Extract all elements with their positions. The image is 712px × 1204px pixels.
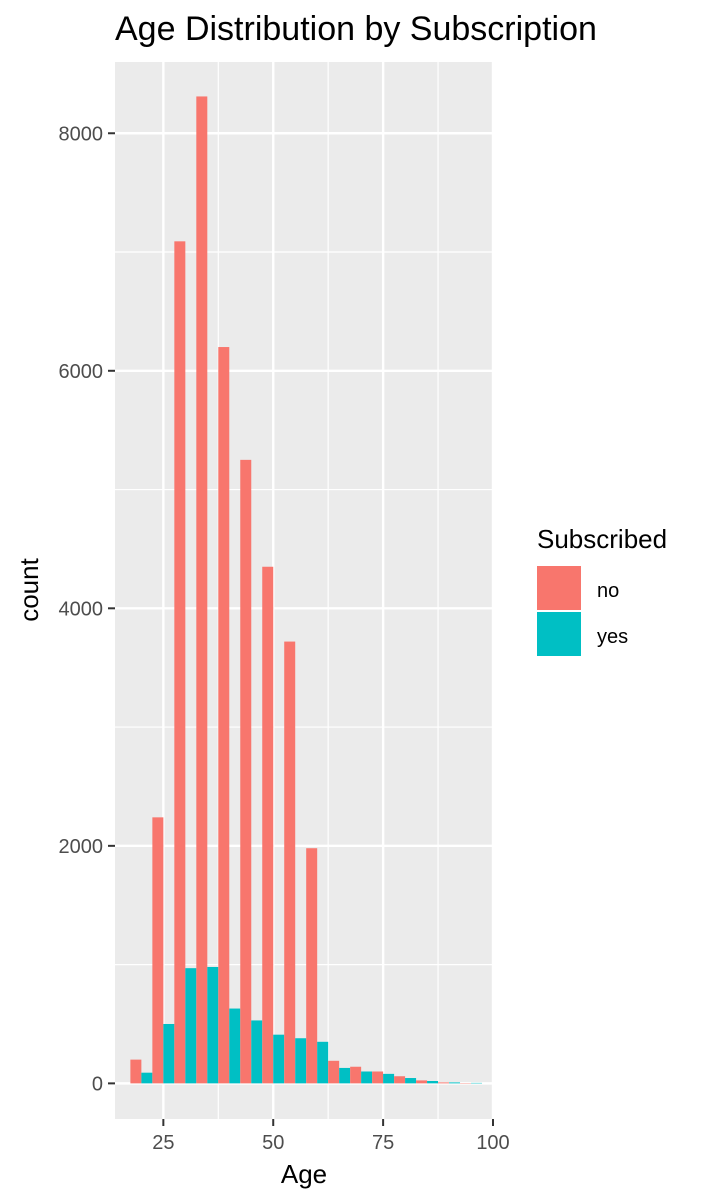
bar-no-age-70 (350, 1066, 362, 1084)
bar-yes-age-45 (251, 1020, 263, 1084)
bar-no-age-85 (416, 1080, 428, 1084)
y-axis: 0 2000 4000 6000 8000 (59, 123, 115, 1095)
bar-yes-age-90 (449, 1082, 461, 1084)
bar-yes-age-25 (163, 1023, 175, 1084)
x-tick-label: 75 (372, 1132, 394, 1154)
bar-yes-age-20 (141, 1072, 153, 1084)
bar-no-age-90 (438, 1082, 450, 1084)
legend: Subscribed no yes (537, 524, 667, 656)
bar-no-age-30 (174, 241, 186, 1084)
legend-title: Subscribed (537, 524, 667, 554)
bar-yes-age-80 (405, 1078, 417, 1084)
legend-label-yes: yes (597, 626, 628, 648)
bar-yes-age-65 (339, 1067, 351, 1084)
y-tick-label: 6000 (59, 361, 104, 383)
bar-no-age-50 (262, 566, 274, 1084)
legend-key-yes (537, 612, 581, 656)
chart-title: Age Distribution by Subscription (115, 10, 597, 48)
x-axis: 25 50 75 100 (152, 1119, 510, 1154)
bar-no-age-45 (240, 459, 252, 1084)
bar-no-age-80 (394, 1076, 406, 1084)
y-axis-title: count (14, 557, 44, 621)
bar-yes-age-60 (317, 1041, 329, 1084)
bar-yes-age-85 (427, 1080, 439, 1084)
bar-no-age-20 (130, 1059, 142, 1084)
bars-layer (130, 96, 483, 1084)
bar-yes-age-50 (273, 1034, 285, 1084)
bar-no-age-55 (284, 641, 296, 1084)
bar-no-age-25 (152, 817, 164, 1084)
x-tick-label: 25 (152, 1132, 174, 1154)
bar-no-age-40 (218, 347, 230, 1084)
bar-no-age-65 (328, 1060, 340, 1084)
bar-yes-age-40 (229, 1008, 241, 1084)
x-tick-label: 50 (262, 1132, 284, 1154)
legend-key-no (537, 566, 581, 610)
bar-yes-age-75 (383, 1073, 395, 1084)
y-tick-label: 4000 (59, 598, 104, 620)
bar-yes-age-30 (185, 968, 197, 1084)
bar-no-age-35 (196, 96, 208, 1084)
y-tick-label: 2000 (59, 836, 104, 858)
x-tick-label: 100 (476, 1132, 509, 1154)
bar-no-age-60 (306, 848, 318, 1084)
bar-yes-age-55 (295, 1038, 307, 1084)
bar-yes-age-35 (207, 966, 219, 1084)
y-tick-label: 8000 (59, 123, 104, 145)
bar-yes-age-70 (361, 1071, 373, 1084)
x-axis-title: Age (281, 1159, 327, 1189)
plot-panel (115, 62, 493, 1119)
y-tick-label: 0 (92, 1073, 103, 1095)
legend-label-no: no (597, 580, 619, 602)
bar-no-age-75 (372, 1071, 384, 1084)
